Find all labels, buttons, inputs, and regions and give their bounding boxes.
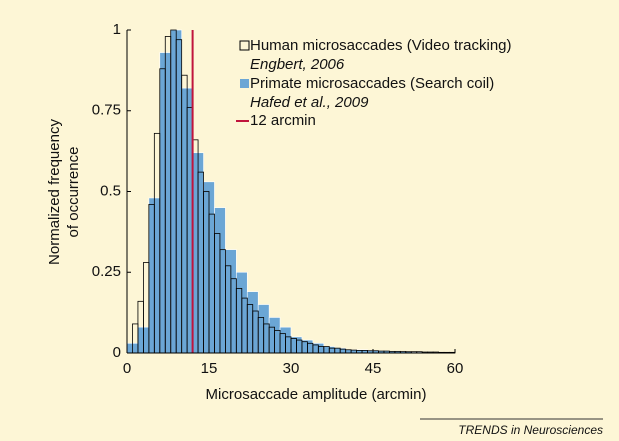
y-axis-label: Normalized frequency bbox=[46, 119, 63, 265]
y-tick-label: 0.5 bbox=[100, 182, 121, 199]
y-tick-label: 0.75 bbox=[92, 102, 121, 119]
y-tick-label: 0.25 bbox=[92, 263, 121, 280]
x-tick-label: 30 bbox=[283, 360, 300, 377]
x-axis-label: Microsaccade amplitude (arcmin) bbox=[206, 386, 427, 403]
footer: TRENDS in Neurosciences bbox=[458, 423, 603, 437]
y-tick-label: 0 bbox=[113, 344, 121, 361]
legend-note: Hafed et al., 2009 bbox=[250, 94, 369, 111]
x-tick-label: 45 bbox=[365, 360, 382, 377]
legend-label: Human microsaccades (Video tracking) bbox=[250, 37, 512, 54]
legend-swatch bbox=[239, 40, 250, 51]
y-axis-label: of occurrence bbox=[65, 147, 82, 238]
y-tick-label: 1 bbox=[113, 21, 121, 38]
x-tick-label: 0 bbox=[123, 360, 131, 377]
legend-note: Engbert, 2006 bbox=[250, 56, 345, 73]
x-tick-label: 60 bbox=[447, 360, 464, 377]
legend-swatch bbox=[240, 79, 249, 88]
x-tick-label: 15 bbox=[201, 360, 218, 377]
legend-label: 12 arcmin bbox=[250, 112, 316, 129]
legend-label: Primate microsaccades (Search coil) bbox=[250, 75, 494, 92]
